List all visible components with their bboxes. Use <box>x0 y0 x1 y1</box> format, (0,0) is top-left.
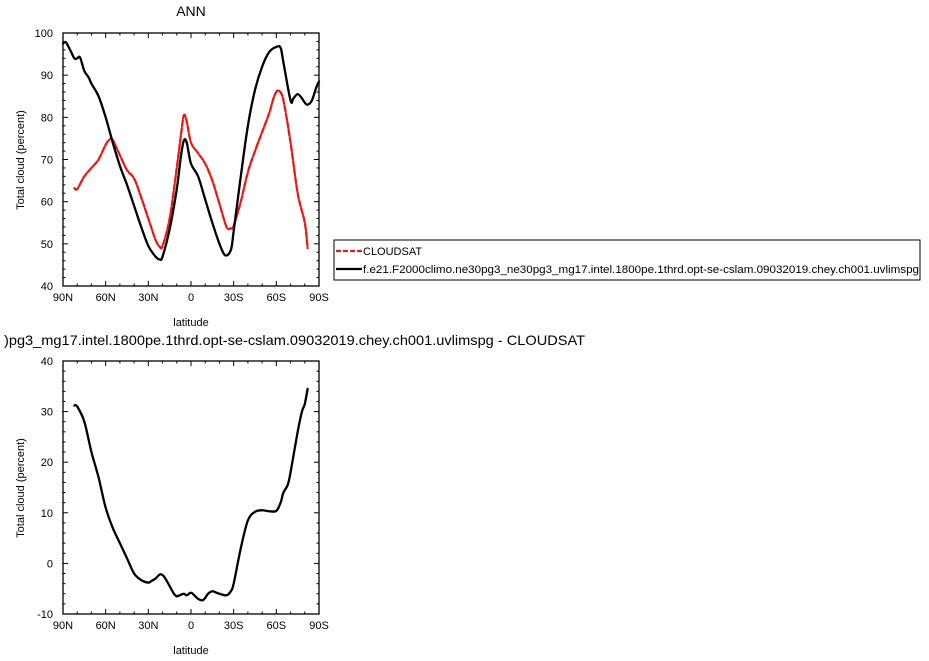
y-axis-label: Total cloud (percent) <box>15 438 27 538</box>
x-tick-label: 0 <box>188 620 194 632</box>
x-tick-label: 30N <box>138 620 158 632</box>
legend-label-model: f.e21.F2000climo.ne30pg3_ne30pg3_mg17.in… <box>363 264 919 276</box>
x-axis: 90N 60N 30N 0 30S 60S 90S <box>53 33 329 304</box>
x-axis: 90N 60N 30N 0 30S 60S 90S <box>53 361 329 632</box>
y-tick-label: 30 <box>41 407 53 419</box>
x-tick-label: 0 <box>188 292 194 304</box>
series-line-model <box>61 40 321 262</box>
legend-box <box>333 239 921 281</box>
y-axis-label: Total cloud (percent) <box>15 110 27 210</box>
y-tick-label: 50 <box>41 239 53 251</box>
y-tick-label: 10 <box>41 508 53 520</box>
y-tick-label: 40 <box>41 356 53 368</box>
x-tick-label: 90N <box>53 292 73 304</box>
y-tick-label: 0 <box>47 558 53 570</box>
x-tick-label: 90S <box>309 620 329 632</box>
x-axis-label: latitude <box>173 645 208 657</box>
x-tick-label: 30N <box>138 292 158 304</box>
plot-title: )pg3_mg17.intel.1800pe.1thrd.opt-se-csla… <box>4 332 585 348</box>
y-axis: 40 50 60 70 80 90 100 <box>35 28 319 293</box>
y-tick-label: 60 <box>41 197 53 209</box>
series-layer <box>61 40 321 262</box>
x-tick-label: 30S <box>224 620 244 632</box>
y-tick-label: 20 <box>41 457 53 469</box>
panel-difference: )pg3_mg17.intel.1800pe.1thrd.opt-se-csla… <box>4 332 585 657</box>
y-tick-label: 80 <box>41 112 53 124</box>
y-tick-label: 40 <box>41 281 53 293</box>
x-tick-label: 60N <box>96 292 116 304</box>
series-line-cloudsat <box>73 89 309 250</box>
x-tick-label: 30S <box>224 292 244 304</box>
y-tick-label: 70 <box>41 155 53 167</box>
y-axis: -10 0 10 20 30 40 <box>37 356 319 621</box>
x-tick-label: 60S <box>267 292 287 304</box>
x-axis-label: latitude <box>173 317 208 329</box>
y-tick-label: 90 <box>41 70 53 82</box>
x-tick-label: 60S <box>267 620 287 632</box>
y-tick-label: -10 <box>37 609 53 621</box>
legend: CLOUDSAT f.e21.F2000climo.ne30pg3_ne30pg… <box>333 239 921 281</box>
plot-title: ANN <box>176 3 206 19</box>
x-tick-label: 90N <box>53 620 73 632</box>
x-tick-label: 90S <box>309 292 329 304</box>
series-line-difference <box>73 387 309 602</box>
series-layer <box>73 387 309 602</box>
y-tick-label: 100 <box>35 28 53 40</box>
legend-label-cloudsat: CLOUDSAT <box>363 246 422 258</box>
x-tick-label: 60N <box>96 620 116 632</box>
